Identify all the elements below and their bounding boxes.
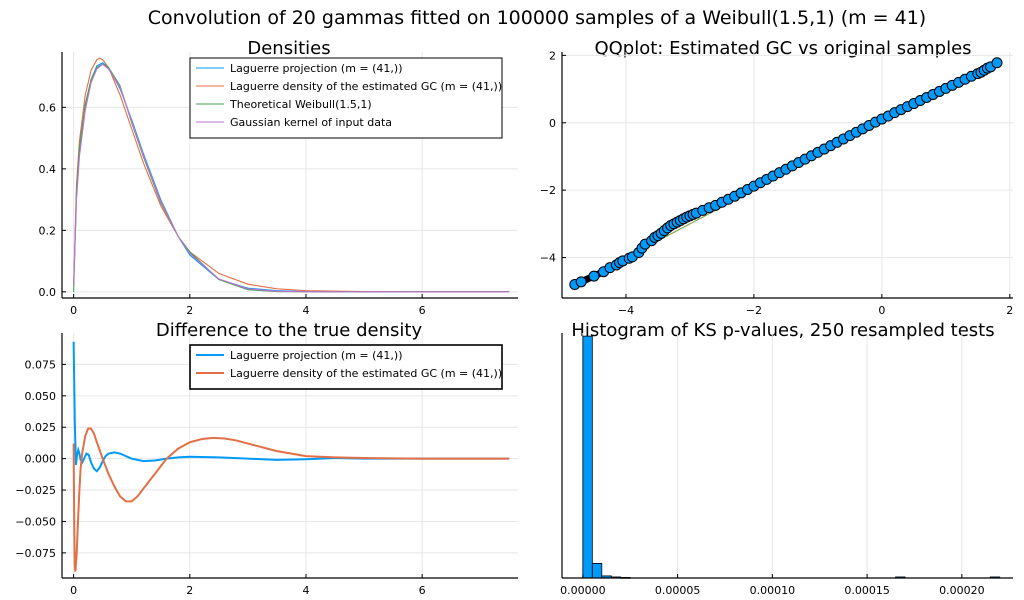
y-tick-label: −0.075 (15, 547, 56, 560)
x-tick-label: 0 (878, 304, 885, 317)
y-tick-label: 0.025 (25, 421, 57, 434)
figure-title: Convolution of 20 gammas fitted on 10000… (148, 7, 926, 29)
series-line (72, 341, 510, 473)
y-tick-label: −0.050 (15, 515, 56, 528)
series-line (73, 57, 510, 293)
legend-box (189, 57, 503, 139)
legend-box (189, 344, 503, 390)
histogram-bar (582, 335, 593, 579)
x-tick-label: 0.00010 (750, 584, 796, 597)
legend-label: Laguerre density of the estimated GC (m … (230, 80, 502, 93)
legend-label: Laguerre density of the estimated GC (m … (230, 367, 502, 380)
y-tick-label: −0.025 (15, 484, 56, 497)
y-tick-label: 0.075 (25, 358, 57, 371)
y-tick-label: 0.050 (25, 390, 57, 403)
y-tick-label: 0.4 (39, 163, 57, 176)
x-tick-label: 4 (302, 584, 309, 597)
x-tick-label: 0.00015 (844, 584, 890, 597)
qq-point (991, 57, 1003, 69)
y-tick-label: 0 (549, 117, 556, 130)
histogram-panel: Histogram of KS p-values, 250 resampled … (560, 320, 1013, 597)
legend-label: Theoretical Weibull(1.5,1) (229, 98, 372, 111)
x-tick-label: 2 (186, 304, 193, 317)
qq-point (588, 270, 600, 282)
y-tick-label: −2 (540, 184, 556, 197)
y-tick-label: 0.000 (25, 453, 57, 466)
qqplot-panel: QQplot: Estimated GC vs original samples… (540, 38, 1014, 317)
difference-panel: Difference to the true density 0 2 4 6 0.075… (15, 320, 518, 597)
x-tick-label: 0 (70, 584, 77, 597)
series-line (73, 63, 510, 293)
histogram-bar (591, 563, 603, 579)
difference-title: Difference to the true density (156, 320, 423, 341)
legend-label: Laguerre projection (m = (41,)) (230, 62, 402, 75)
x-tick-label: 2 (1006, 304, 1013, 317)
legend-label: Gaussian kernel of input data (230, 116, 392, 129)
legend-label: Laguerre projection (m = (41,)) (230, 349, 402, 362)
qqplot-title: QQplot: Estimated GC vs original samples (594, 38, 971, 59)
densities-panel: Densities 0 2 4 6 0.0 0.2 0.4 0.6 Laguerre proje… (39, 38, 518, 317)
densities-title: Densities (247, 38, 330, 59)
x-tick-label: 0.00005 (655, 584, 701, 597)
x-tick-label: 6 (419, 584, 426, 597)
x-tick-label: −2 (746, 304, 762, 317)
x-tick-label: 4 (302, 304, 309, 317)
x-tick-label: 0 (70, 304, 77, 317)
x-tick-label: 0.00000 (560, 584, 606, 597)
x-tick-label: 6 (419, 304, 426, 317)
y-tick-label: 0.0 (39, 286, 57, 299)
y-tick-label: 0.6 (39, 101, 57, 114)
x-tick-label: 2 (186, 584, 193, 597)
x-tick-label: −4 (618, 304, 634, 317)
y-tick-label: 2 (549, 49, 556, 62)
x-tick-label: 0.00020 (939, 584, 985, 597)
y-tick-label: 0.2 (39, 224, 57, 237)
histogram-title: Histogram of KS p-values, 250 resampled … (571, 320, 994, 341)
y-tick-label: −4 (540, 252, 556, 265)
series-line (72, 427, 510, 572)
qq-point (575, 276, 587, 288)
